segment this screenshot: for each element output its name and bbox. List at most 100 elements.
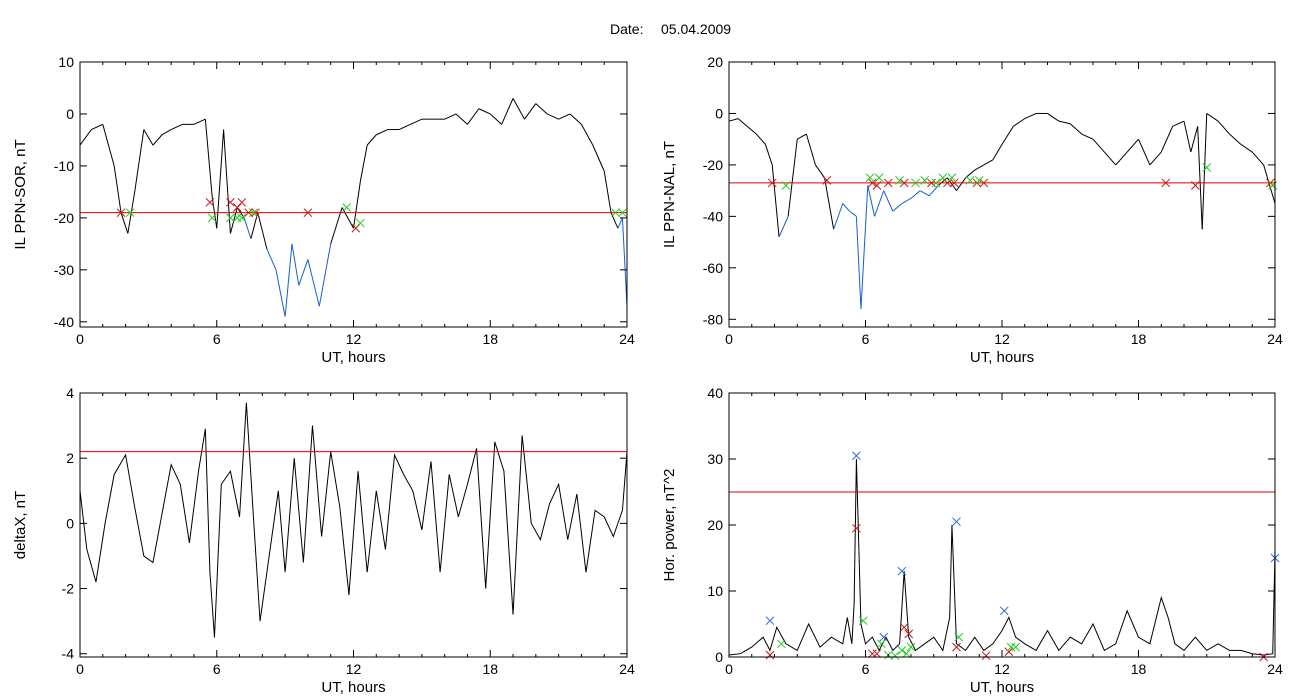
y-tick-label: 40 bbox=[707, 385, 723, 401]
series-segment bbox=[1197, 126, 1203, 230]
series-segment bbox=[974, 164, 985, 171]
marker-green bbox=[920, 175, 930, 185]
marker-blue bbox=[852, 451, 861, 461]
series-segment bbox=[815, 164, 825, 179]
x-tick-label: 12 bbox=[346, 331, 362, 347]
plot-frame bbox=[728, 392, 1276, 658]
y-tick-label: 20 bbox=[707, 517, 723, 533]
y-tick-label: 0 bbox=[66, 106, 74, 122]
series-segment bbox=[410, 118, 423, 125]
panel-il-ppn-sor: 0 6 12 18 24 10 0 -10 -20 -30 -40 UT, hours IL PPN-S… bbox=[12, 54, 635, 366]
marker-red bbox=[883, 178, 893, 188]
series-segment bbox=[266, 248, 277, 271]
x-tick-label: 18 bbox=[482, 331, 498, 347]
y-tick-label: -20 bbox=[703, 157, 723, 173]
x-tick-label: 18 bbox=[482, 661, 498, 677]
series-segment bbox=[467, 108, 480, 125]
y-tick-label: 10 bbox=[707, 583, 723, 599]
series-segment bbox=[79, 129, 92, 146]
x-tick-label: 0 bbox=[725, 331, 733, 347]
marker-red bbox=[867, 649, 877, 659]
y-tick-label: -30 bbox=[54, 262, 74, 278]
series-segment bbox=[1217, 120, 1230, 135]
series-segment bbox=[398, 123, 411, 131]
x-axis-label: UT, hours bbox=[321, 679, 385, 696]
series-segment bbox=[298, 259, 309, 286]
plot-frame bbox=[79, 61, 628, 328]
marker-blue bbox=[879, 632, 889, 642]
series-segment bbox=[1126, 138, 1139, 153]
marker-green bbox=[1011, 642, 1021, 652]
marker-red bbox=[979, 178, 989, 188]
x-tick-label: 24 bbox=[1267, 331, 1283, 347]
series-segment bbox=[833, 203, 844, 230]
y-tick-label: -60 bbox=[703, 260, 723, 276]
panel-il-ppn-nal: 0 6 12 18 24 20 0 -20 -40 -60 -80 UT, hours IL PPN-N… bbox=[661, 54, 1283, 366]
series-segment bbox=[91, 123, 103, 131]
x-tick-label: 24 bbox=[1267, 661, 1283, 677]
marker-red bbox=[205, 197, 215, 207]
marker-red bbox=[244, 208, 254, 218]
x-tick-label: 0 bbox=[76, 661, 84, 677]
series-segment bbox=[728, 118, 739, 122]
marker-green bbox=[611, 208, 620, 218]
series-segment bbox=[152, 134, 163, 146]
series-segment bbox=[1092, 138, 1105, 153]
series-segment bbox=[1190, 126, 1199, 153]
y-tick-label: -2 bbox=[62, 581, 75, 597]
marker-blue bbox=[897, 566, 907, 576]
marker-red bbox=[904, 629, 914, 639]
series-segment bbox=[919, 190, 930, 197]
series-segment bbox=[867, 185, 876, 217]
series-segment bbox=[501, 98, 514, 125]
series-segment bbox=[193, 118, 206, 125]
series-segment bbox=[359, 145, 368, 182]
series-segment bbox=[1201, 113, 1208, 230]
marker-green bbox=[207, 213, 217, 223]
y-tick-label: -20 bbox=[54, 210, 74, 226]
series-segment bbox=[764, 144, 773, 166]
marker-red bbox=[765, 650, 775, 660]
series-segment bbox=[849, 210, 857, 217]
marker-red bbox=[116, 208, 126, 218]
x-tick-label: 0 bbox=[725, 661, 733, 677]
series-segment bbox=[621, 217, 628, 307]
series-segment bbox=[983, 159, 994, 166]
series-segment bbox=[478, 108, 491, 115]
x-tick-label: 6 bbox=[213, 331, 221, 347]
series-segment bbox=[1058, 120, 1071, 125]
marker-red bbox=[899, 622, 909, 632]
series-segment bbox=[1081, 133, 1094, 140]
marker-green bbox=[890, 651, 900, 661]
marker-green bbox=[877, 639, 886, 649]
series-segment bbox=[223, 129, 231, 234]
series-segment bbox=[842, 203, 850, 212]
y-axis-label: Hor. power, nT^2 bbox=[661, 469, 678, 582]
marker-green bbox=[618, 208, 627, 218]
marker-red bbox=[852, 523, 861, 533]
series-line bbox=[79, 402, 628, 638]
plot-frame bbox=[728, 61, 1276, 328]
series-segment bbox=[204, 119, 213, 198]
marker-green bbox=[342, 203, 352, 212]
date-header: Date: 05.04.2009 bbox=[610, 21, 731, 37]
series-segment bbox=[883, 190, 894, 212]
marker-green bbox=[781, 181, 791, 190]
x-tick-label: 6 bbox=[213, 661, 221, 677]
y-axis-label: deltaX, nT bbox=[12, 491, 29, 559]
series-segment bbox=[805, 133, 816, 166]
y-axis-label: IL PPN-NAL, nT bbox=[661, 141, 678, 248]
y-tick-label: 20 bbox=[707, 54, 723, 70]
series-segment bbox=[778, 216, 789, 238]
y-tick-label: 0 bbox=[66, 515, 74, 531]
series-segment bbox=[755, 133, 766, 145]
marker-green bbox=[248, 208, 258, 218]
series-segment bbox=[170, 123, 183, 131]
series-segment bbox=[547, 113, 559, 120]
x-tick-label: 24 bbox=[619, 331, 635, 347]
series-segment bbox=[737, 118, 748, 127]
series-segment bbox=[580, 124, 594, 146]
series-segment bbox=[257, 212, 268, 250]
series-segment bbox=[965, 169, 976, 179]
series-segment bbox=[143, 129, 154, 146]
